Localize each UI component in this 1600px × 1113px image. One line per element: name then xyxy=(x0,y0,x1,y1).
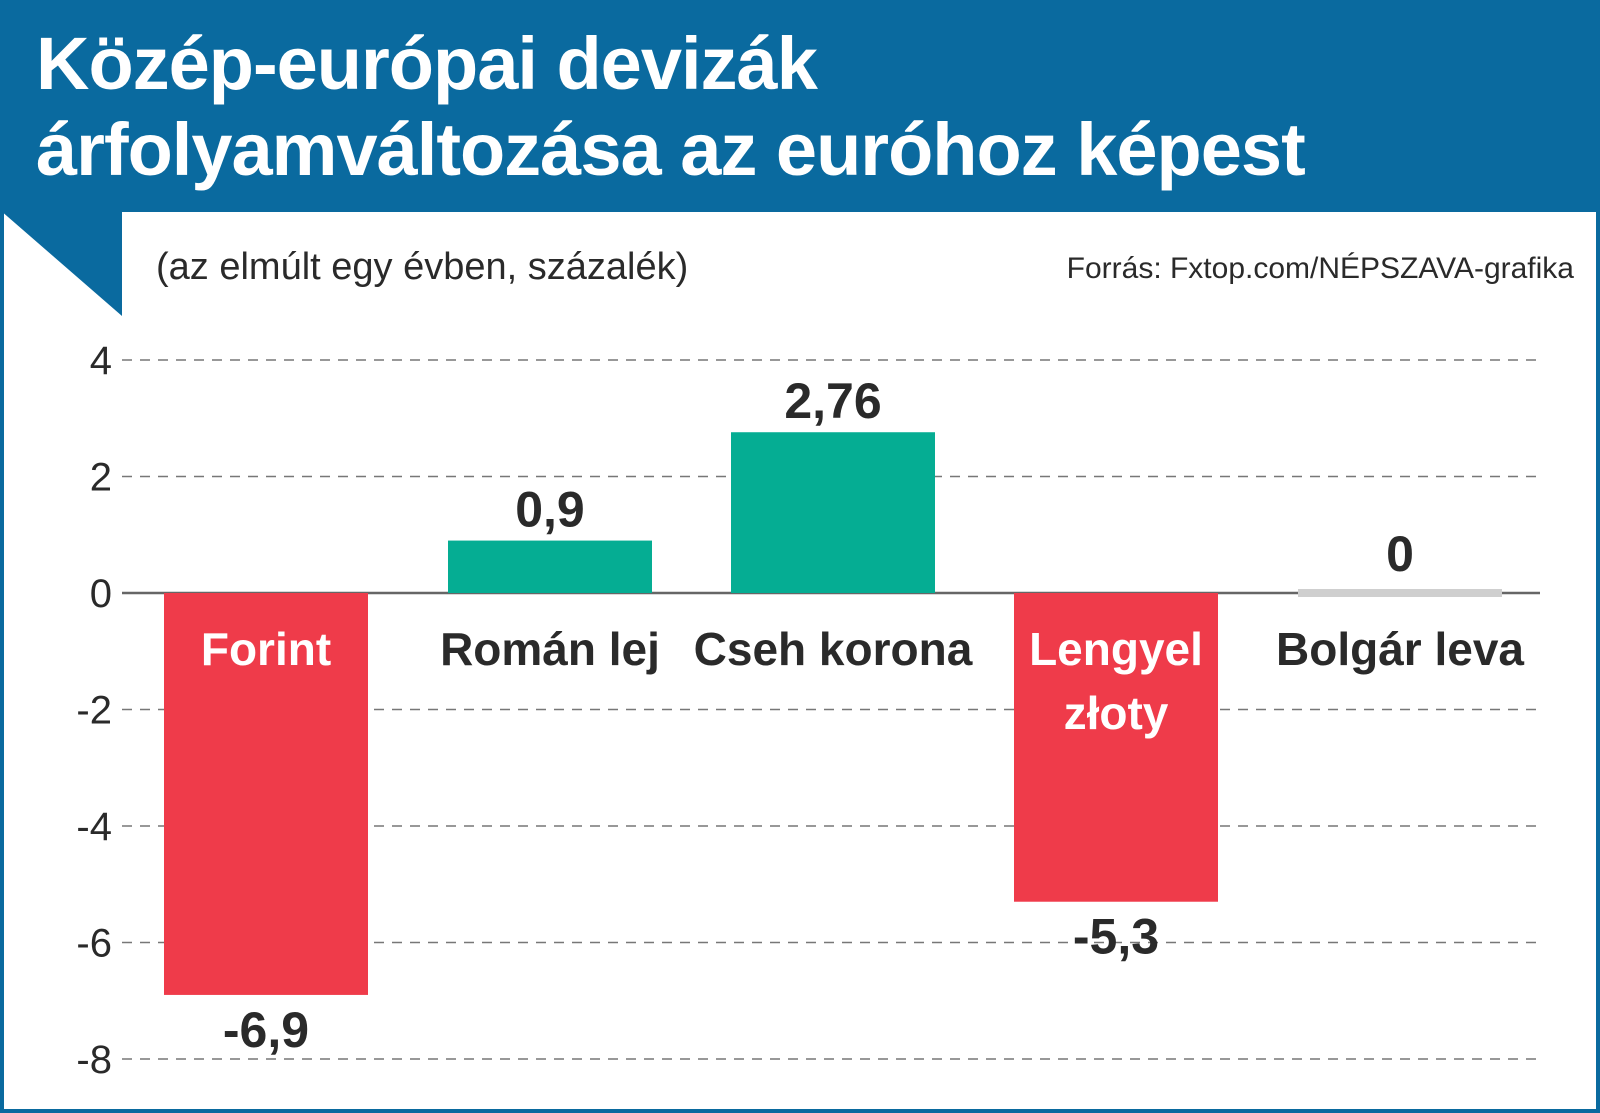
category-label: Román lej xyxy=(440,623,660,675)
chart-subtitle: (az elmúlt egy évben, százalék) xyxy=(156,246,689,288)
value-label: 0 xyxy=(1386,526,1414,582)
category-label: złoty xyxy=(1064,687,1169,739)
header-banner: Közép-európai devizák árfolyamváltozása … xyxy=(0,0,1600,212)
y-tick-label: 0 xyxy=(90,572,112,616)
category-label: Cseh korona xyxy=(694,623,973,675)
chart-title-line-2: árfolyamváltozása az euróhoz képest xyxy=(36,108,1306,191)
bar-5 xyxy=(1298,589,1502,597)
value-label: -5,3 xyxy=(1073,909,1159,965)
bar-1 xyxy=(164,593,368,995)
y-tick-label: -8 xyxy=(76,1038,112,1082)
bar-3 xyxy=(731,432,935,593)
y-tick-label: 4 xyxy=(90,339,112,383)
chart-title-line-1: Közép-európai devizák xyxy=(36,22,818,105)
value-label: 2,76 xyxy=(784,373,881,429)
y-tick-label: -2 xyxy=(76,689,112,733)
y-tick-label: -6 xyxy=(76,922,112,966)
bar-4 xyxy=(1014,593,1218,902)
value-label: 0,9 xyxy=(515,482,585,538)
bar-2 xyxy=(448,540,652,593)
y-tick-label: 2 xyxy=(90,456,112,500)
category-label: Forint xyxy=(201,623,331,675)
y-axis-ticks: 4 2 0 -2 -4 -6 -8 xyxy=(76,339,112,1082)
y-tick-label: -4 xyxy=(76,805,112,849)
value-label: -6,9 xyxy=(223,1002,309,1058)
category-label: Bolgár leva xyxy=(1276,623,1524,675)
bars xyxy=(164,432,1502,995)
data-labels: -6,9 Forint 0,9 Román lej 2,76 Cseh korona -5,… xyxy=(201,373,1525,1058)
source-credit: Forrás: Fxtop.com/NÉPSZAVA-grafika xyxy=(1066,252,1574,285)
category-label: Lengyel xyxy=(1029,623,1203,675)
